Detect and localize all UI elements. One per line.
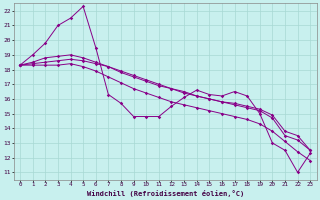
X-axis label: Windchill (Refroidissement éolien,°C): Windchill (Refroidissement éolien,°C) — [86, 190, 244, 197]
